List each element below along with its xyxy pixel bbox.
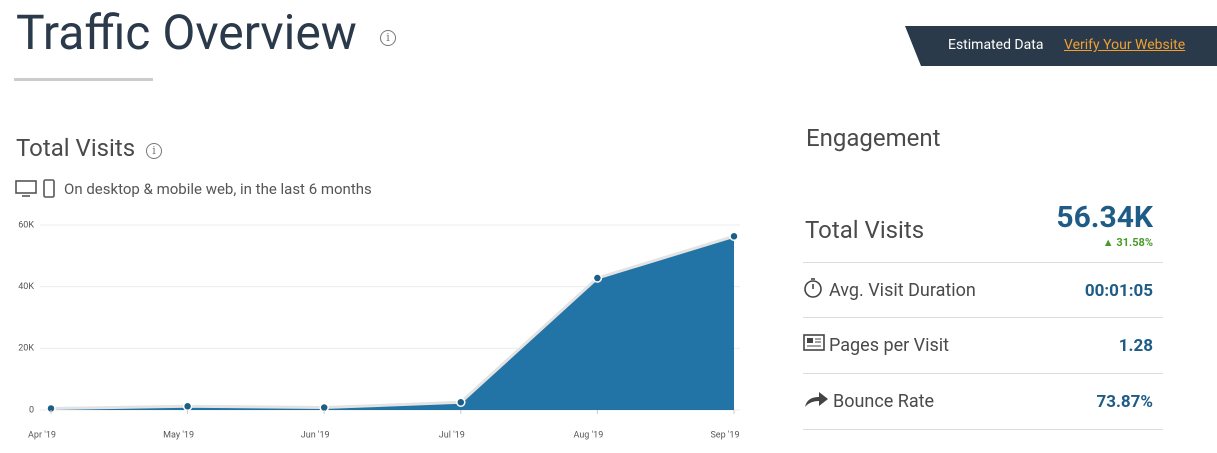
metric-row: Avg. Visit Duration 00:01:05 bbox=[803, 262, 1163, 318]
verify-link[interactable]: Verify Your Website bbox=[1064, 37, 1186, 53]
line bbox=[50, 234, 735, 410]
metric-value: 1.28 bbox=[1118, 336, 1153, 356]
section-title: Total Visits bbox=[16, 134, 136, 162]
metric-label: Total Visits bbox=[805, 216, 925, 244]
x-tick-label: Jul '19 bbox=[439, 430, 465, 440]
pages-icon bbox=[803, 334, 825, 351]
banner-bg bbox=[905, 26, 1217, 66]
info-icon[interactable]: i bbox=[380, 30, 396, 46]
metric-label: Avg. Visit Duration bbox=[829, 280, 976, 301]
info-icon[interactable]: i bbox=[146, 143, 162, 159]
metric-row: Total Visits 56.34K ▲ 31.58% bbox=[803, 196, 1163, 263]
metric-value: 00:01:05 bbox=[1084, 281, 1153, 301]
metric-label: Bounce Rate bbox=[833, 391, 935, 412]
device-icons bbox=[15, 179, 55, 198]
x-tick-label: May '19 bbox=[163, 430, 194, 440]
change-text: 31.58% bbox=[1116, 236, 1153, 249]
x-tick-label: Apr '19 bbox=[28, 430, 56, 440]
point bbox=[456, 397, 466, 408]
y-tick-label: 0 bbox=[29, 405, 34, 415]
metric-label: Pages per Visit bbox=[829, 335, 950, 356]
metric-change: ▲ 31.58% bbox=[1102, 236, 1153, 249]
y-tick-label: 20K bbox=[18, 344, 34, 354]
timer-icon bbox=[804, 278, 822, 298]
metric-value: 56.34K bbox=[1056, 200, 1153, 235]
point bbox=[592, 273, 603, 283]
section-subtitle: On desktop & mobile web, in the last 6 m… bbox=[64, 180, 372, 198]
metric-row: Bounce Rate 73.87% bbox=[803, 373, 1163, 430]
x-tick-label: Aug '19 bbox=[574, 430, 604, 440]
metric-row: Pages per Visit 1.28 bbox=[803, 317, 1163, 374]
x-tick-label: Sep '19 bbox=[710, 430, 739, 440]
page-title: Traffic Overview bbox=[16, 4, 357, 61]
point bbox=[729, 231, 739, 242]
banner bbox=[905, 26, 1217, 66]
chart: 0 20K 40K 60K Apr '19 May '19 Jun '19 Jul '19 Au… bbox=[18, 220, 740, 440]
point bbox=[182, 401, 193, 412]
x-tick-label: Jun '19 bbox=[301, 430, 330, 440]
area bbox=[51, 236, 734, 410]
engagement-title: Engagement bbox=[806, 124, 941, 152]
banner-text: Estimated Data bbox=[948, 37, 1044, 53]
title-underline bbox=[14, 78, 153, 81]
y-tick-label: 40K bbox=[18, 282, 34, 292]
bounce-icon bbox=[805, 392, 828, 407]
y-tick-label: 60K bbox=[18, 220, 34, 230]
metric-value: 73.87% bbox=[1096, 392, 1153, 412]
